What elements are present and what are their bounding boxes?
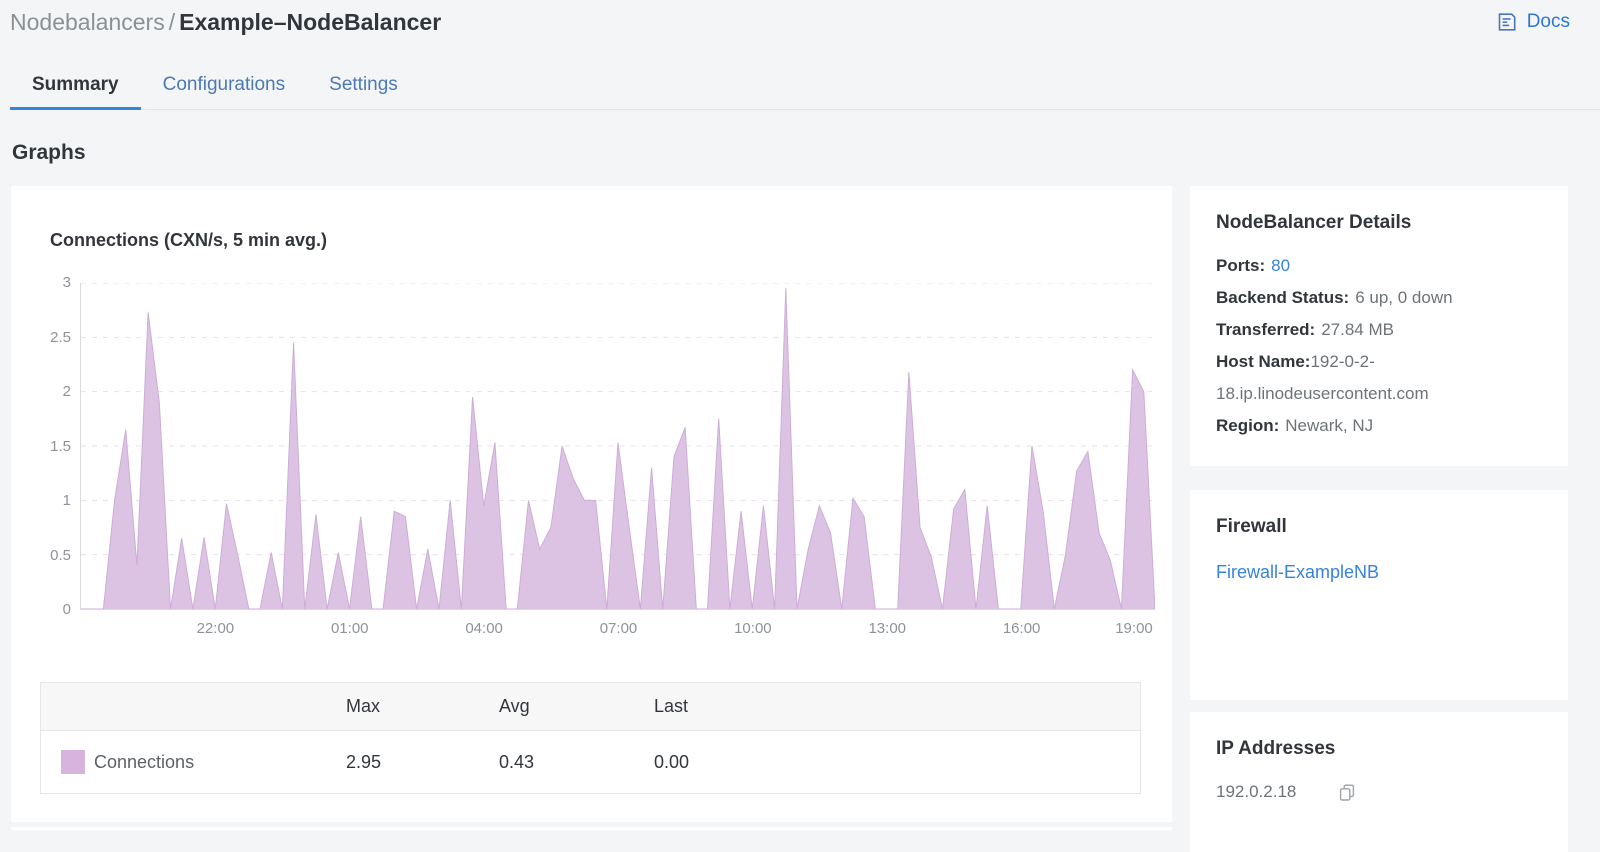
x-axis-tick-label: 04:00 (465, 620, 503, 637)
detail-row-transferred: Transferred: 27.84 MB (1216, 320, 1394, 339)
detail-row-region: Region: Newark, NJ (1216, 416, 1374, 435)
connections-line (81, 288, 1155, 609)
tab-bar: Summary Configurations Settings (10, 62, 1600, 110)
y-axis-tick-label: 1.5 (50, 437, 71, 455)
tab-settings[interactable]: Settings (329, 74, 398, 95)
legend-data-row: Connections 2.95 0.43 0.00 (41, 731, 1140, 793)
plot-area[interactable]: 0 0.5 1 1.5 2 2.5 3 22:00 01:00 04:00 07:00 10:00 13… (50, 274, 1155, 637)
y-axis-tick-label: 2.5 (50, 328, 71, 346)
connections-area-svg (81, 283, 1155, 609)
breadcrumb-separator: / (168, 9, 176, 35)
legend-value-last: 0.00 (654, 751, 690, 772)
ports-link[interactable]: 80 (1271, 256, 1291, 275)
x-axis-tick-label: 19:00 (1115, 620, 1153, 637)
legend-header-max: Max (346, 696, 381, 716)
firewall-link[interactable]: Firewall-ExampleNB (1216, 562, 1380, 582)
detail-row-host-name: Host Name:192-0-2-18.ip.linodeuserconten… (1216, 352, 1429, 403)
copy-ip-button[interactable] (1338, 783, 1356, 801)
x-axis-tick-label: 16:00 (1002, 620, 1041, 637)
ip-address-row: 192.0.2.18 (1216, 782, 1542, 802)
legend-header-avg: Avg (499, 696, 530, 716)
connections-chart-card: Connections (CXN/s, 5 min avg.) 0 0.5 1 1.5… (11, 186, 1172, 822)
docs-link[interactable]: Docs (1496, 11, 1570, 33)
x-axis-tick-label: 22:00 (196, 620, 235, 637)
tab-configurations[interactable]: Configurations (162, 74, 286, 95)
y-axis-tick-label: 1 (62, 492, 71, 509)
legend-value-max: 2.95 (346, 751, 382, 772)
y-axis-tick-label: 2 (62, 383, 71, 400)
y-axis-tick-label: 0 (62, 601, 71, 618)
y-axis-tick-label: 3 (62, 274, 71, 291)
page-title-graphs: Graphs (12, 141, 86, 164)
legend-series-label: Connections (94, 751, 195, 772)
chart-legend-table: Max Avg Last Connections 2.95 0.43 0.00 (40, 682, 1141, 794)
legend-value-avg: 0.43 (499, 751, 535, 772)
y-axis-tick-label: 0.5 (50, 546, 71, 564)
tab-summary[interactable]: Summary (10, 62, 141, 110)
details-card-title: NodeBalancer Details (1216, 212, 1412, 233)
breadcrumb: Nodebalancers / Example–NodeBalancer (10, 9, 441, 36)
firewall-card: Firewall Firewall-ExampleNB (1190, 490, 1568, 700)
x-axis-tick-label: 13:00 (868, 620, 907, 637)
detail-row-backend-status: Backend Status: 6 up, 0 down (1216, 288, 1453, 307)
x-axis-tick-label: 01:00 (330, 620, 369, 637)
breadcrumb-current-nodebalancer: Example–NodeBalancer (179, 9, 442, 35)
x-axis-tick-label: 07:00 (599, 620, 638, 637)
chart-title: Connections (CXN/s, 5 min avg.) (50, 230, 328, 250)
firewall-card-title: Firewall (1216, 516, 1287, 537)
ip-addresses-card: IP Addresses 192.0.2.18 (1190, 712, 1568, 852)
legend-header-row: Max Avg Last (41, 683, 1140, 731)
ip-card-title: IP Addresses (1216, 738, 1336, 759)
detail-row-ports: Ports: 80 (1216, 256, 1291, 275)
ip-address-value: 192.0.2.18 (1216, 782, 1297, 801)
connections-swatch (61, 750, 85, 774)
nodebalancer-details-card: NodeBalancer Details Ports: 80 Backend St… (1190, 186, 1568, 466)
legend-header-last: Last (654, 696, 689, 716)
docs-label: Docs (1526, 11, 1570, 32)
breadcrumb-nodebalancers[interactable]: Nodebalancers (10, 9, 165, 35)
next-graph-card-edge (11, 827, 1172, 830)
x-axis-tick-label: 10:00 (734, 620, 772, 637)
docs-icon (1496, 11, 1518, 33)
